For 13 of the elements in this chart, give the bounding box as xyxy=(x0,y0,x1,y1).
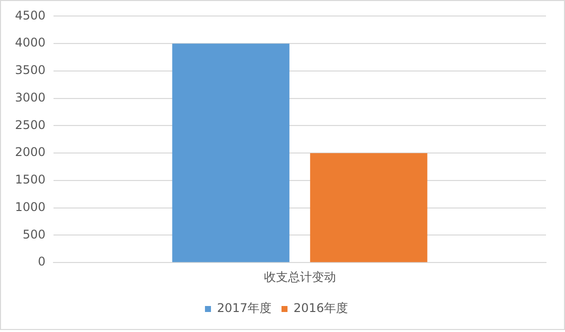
legend-label: 2016年度 xyxy=(294,301,348,316)
y-tick-label: 3500 xyxy=(14,63,46,78)
y-tick-label: 500 xyxy=(22,227,46,242)
y-tick-label: 0 xyxy=(38,254,46,269)
y-tick-label: 2500 xyxy=(14,118,46,132)
legend-label: 2017年度 xyxy=(216,301,272,316)
y-tick-label: 1000 xyxy=(14,200,46,214)
y-tick-label: 2000 xyxy=(14,145,46,160)
y-tick-label: 3000 xyxy=(14,90,46,104)
x-tick-label: 收支总计变动 xyxy=(264,270,336,284)
y-tick-label: 4500 xyxy=(14,8,46,22)
y-tick-label: 4000 xyxy=(14,36,46,50)
y-tick-label: 1500 xyxy=(14,172,46,187)
